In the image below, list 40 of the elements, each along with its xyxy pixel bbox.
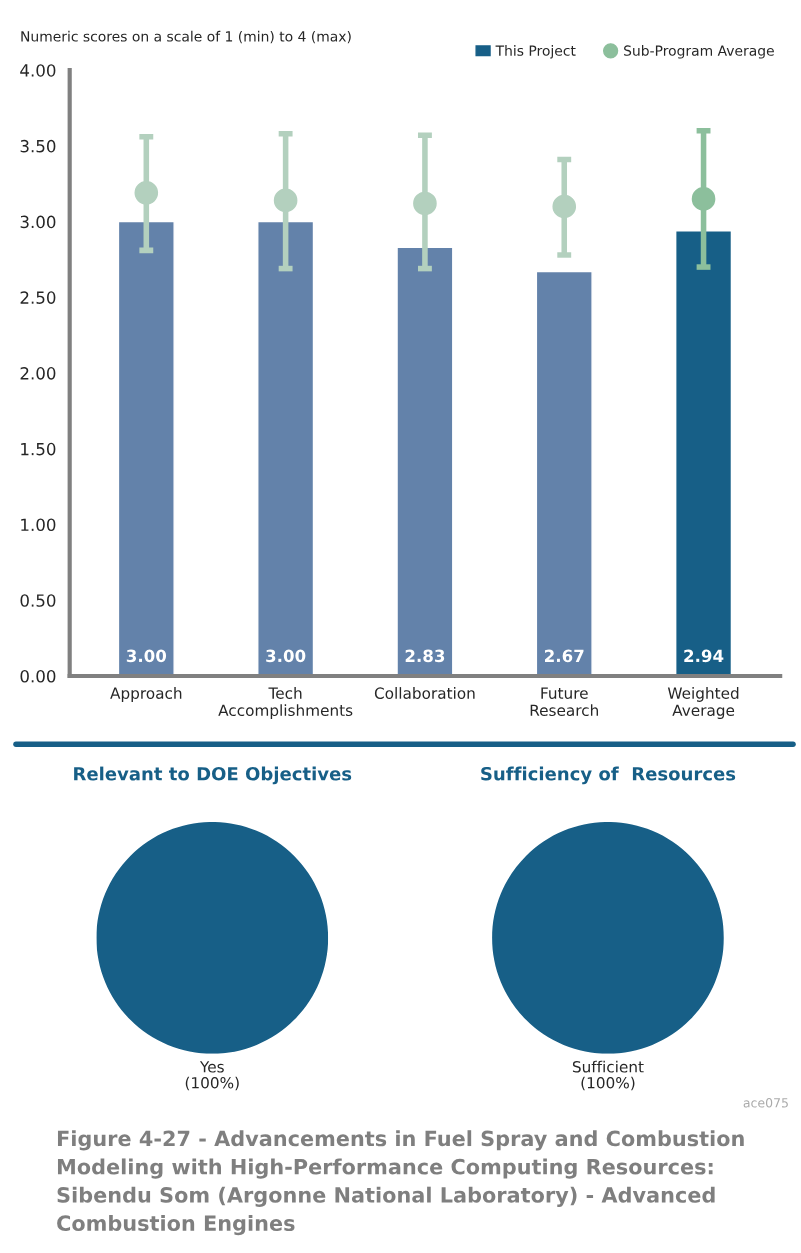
point <box>552 194 577 219</box>
x-tick-label: Future Research <box>530 687 598 717</box>
point <box>273 188 298 213</box>
chart-title: Sufficiency of Resources <box>481 766 736 785</box>
y-tick-label: 3.00 <box>20 215 56 229</box>
data-label: (100%) <box>581 1076 635 1091</box>
legend-label: Sub-Program Average <box>624 45 774 59</box>
slice-label: Yes <box>199 1061 224 1073</box>
x-tick-label: Approach <box>110 687 182 702</box>
data-label: 2.83 <box>405 649 445 663</box>
y-tick-label: 3.50 <box>20 139 56 153</box>
caption: Figure 4-27 - Advancements in Fuel Spray and Combustion Modeling with High-Performance Computing Resources: Sibendu Som (Argonne National Laboratory) - Advanced Combustion Engines <box>57 1130 744 1236</box>
point <box>691 187 716 211</box>
bar <box>535 270 593 676</box>
chart-subtitle: Numeric scores on a scale of 1 (min) to 4 (max) <box>21 30 351 44</box>
bar <box>117 220 175 676</box>
y-tick-label: 2.00 <box>20 367 56 380</box>
point <box>413 191 437 216</box>
y-tick-label: 1.00 <box>21 518 56 532</box>
point <box>134 181 159 205</box>
slice-label: Sufficient <box>572 1060 644 1073</box>
data-label: 2.94 <box>684 649 724 663</box>
x-tick-label: Weighted Average <box>667 687 739 719</box>
bar <box>674 230 733 676</box>
data-label: (100%) <box>185 1076 239 1091</box>
y-tick-label: 4.00 <box>20 64 56 77</box>
chart-title: Relevant to DOE Objectives <box>74 766 352 785</box>
y-tick-label: 2.50 <box>20 291 56 304</box>
bar <box>257 220 315 676</box>
y-tick-label: 1.50 <box>21 442 56 456</box>
x-tick-label: Collaboration <box>374 687 475 699</box>
data-label: 3.00 <box>126 649 167 663</box>
data-label: 3.00 <box>266 649 306 663</box>
data-label: 2.67 <box>545 649 584 663</box>
y-tick-label: 0.00 <box>20 669 56 683</box>
x-tick-label: Tech Accomplishments <box>218 687 353 719</box>
bar <box>396 246 454 676</box>
text: ace075 <box>743 1098 788 1108</box>
legend-label: This Project <box>495 45 576 59</box>
y-tick-label: 0.50 <box>20 594 56 607</box>
